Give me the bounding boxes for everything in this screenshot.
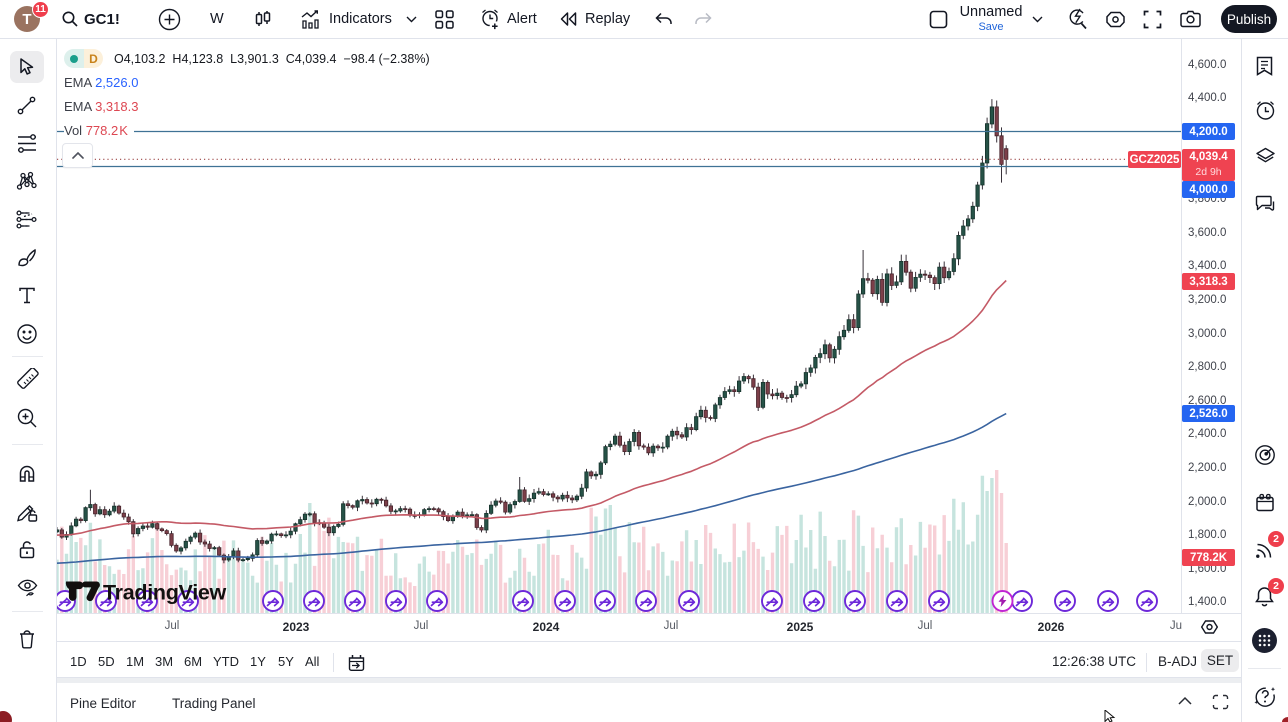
svg-text:TradingView: TradingView	[103, 581, 227, 605]
